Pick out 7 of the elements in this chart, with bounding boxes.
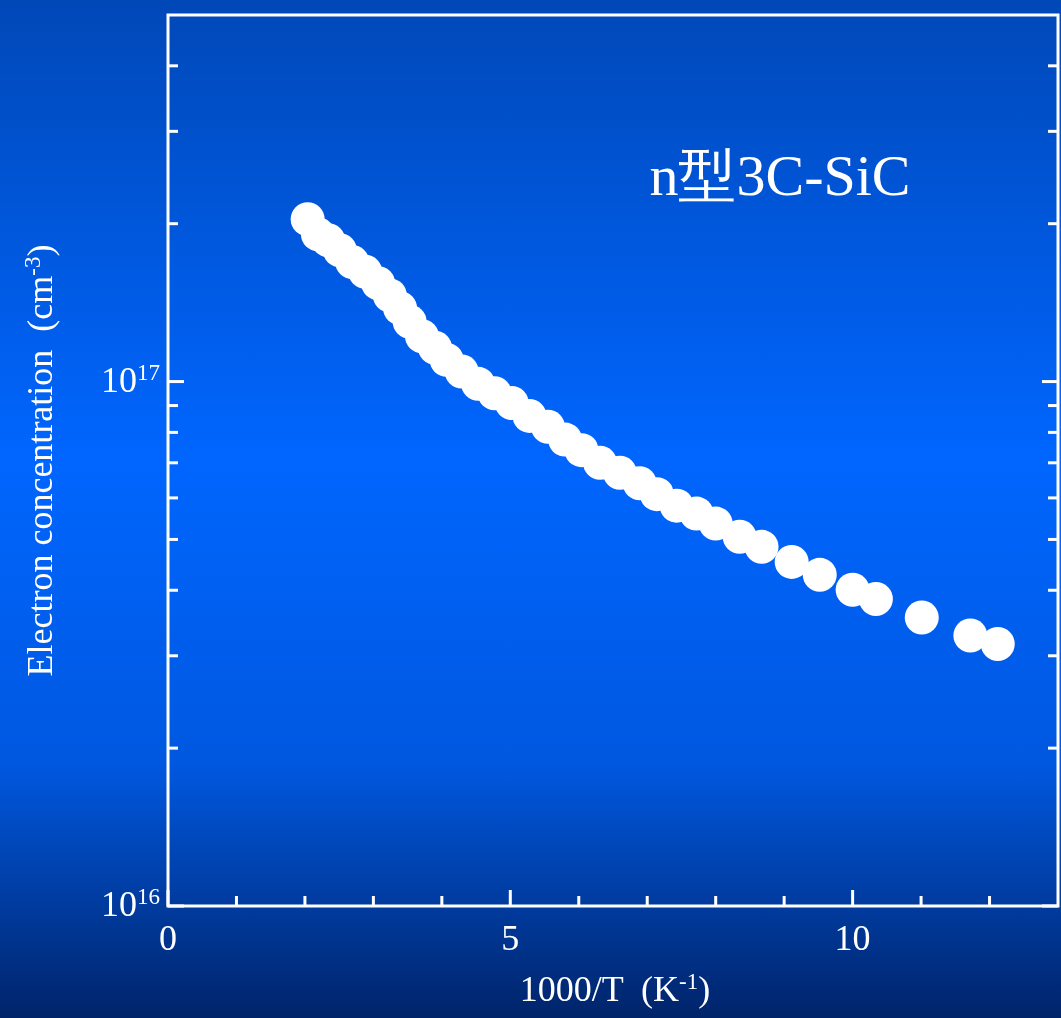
x-tick-label: 10 [834, 918, 871, 958]
x-tick-label: 5 [501, 918, 520, 958]
x-axis-title: 1000/T (K$^{-1}$) [519, 968, 711, 1009]
annotation: n型3C-SiC [649, 143, 911, 208]
x-tick-label: 0 [159, 918, 177, 958]
y-tick-label: 10$^{16}$ [101, 883, 160, 924]
y-tick-label: 10$^{17}$ [101, 359, 160, 400]
